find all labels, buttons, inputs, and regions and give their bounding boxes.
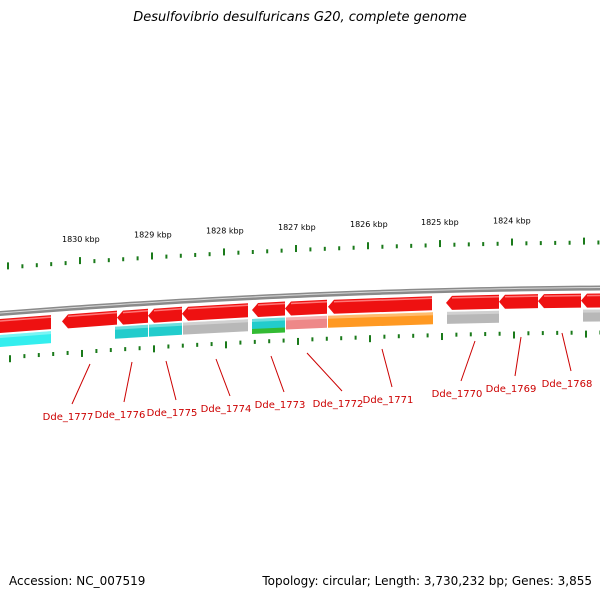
gene-arrow-highlight [333,297,433,303]
gene-labels: Dde_1777 Dde_1776 Dde_1775 Dde_1774 Dde_1773… [43,379,593,423]
label-leader-line [561,332,572,372]
gene-label: Dde_1777 [43,412,94,423]
label-leader-line [381,348,393,388]
gene-arrow-highlight [187,304,249,310]
gene-label: Dde_1770 [432,389,483,400]
feature-track [0,309,600,347]
gene-label: Dde_1769 [486,384,537,395]
gene-arrow [446,294,499,310]
backbone-highlight [0,287,600,314]
feature-shine [286,315,327,321]
coordinate-label: 1828 kbp [206,226,244,235]
inner-tick-marks [9,330,600,363]
label-leader-line [71,363,91,405]
gene-arrow-highlight [257,302,286,306]
feature-block [328,312,433,328]
map-title: Desulfovibrio desulfuricans G20, complet… [133,10,467,25]
gene-arrow-highlight [290,300,328,305]
feature-shine [447,310,499,315]
gene-arrow-highlight [451,296,500,299]
feature-shine [0,331,51,338]
feature-shine [583,309,600,313]
accession-text: Accession: NC_007519 [9,574,146,588]
feature-block [115,324,148,339]
gene-label: Dde_1775 [147,408,198,419]
gene-label: Dde_1776 [95,410,146,421]
gene-label: Dde_1768 [542,379,593,390]
gene-arrow-highlight [67,311,118,318]
feature-shine [328,312,433,319]
feature-shine [252,317,285,323]
gene-arrow-highlight [504,295,539,298]
feature-shine [115,324,148,330]
feature-shine [183,319,248,326]
feature-block [252,317,285,332]
feature-block [447,310,499,324]
coordinate-labels: 1830 kbp 1829 kbp 1828 kbp 1827 kbp 1826 kbp… [62,217,531,244]
gene-label: Dde_1772 [313,399,364,410]
gene-arrow-highlight [122,309,149,314]
coordinate-label: 1826 kbp [350,220,388,229]
gene-arrow [581,293,600,308]
gene-arrow-highlight [153,307,183,312]
gene-label: Dde_1774 [201,404,252,415]
coordinate-label: 1825 kbp [421,218,459,227]
label-leader-line [165,360,177,401]
coordinate-label: 1829 kbp [134,230,172,239]
label-leader-line [215,358,231,397]
gene-track [0,293,600,333]
gene-arrow [499,294,538,309]
feature-block [183,319,248,335]
genome-backbone [0,285,600,316]
coordinate-label: 1827 kbp [278,223,316,232]
label-leader-line [460,340,476,382]
gene-label: Dde_1773 [255,400,306,411]
feature-block [286,315,327,330]
feature-shine [149,322,182,328]
gene-label-lines [71,332,572,405]
gene-arrow [538,293,581,309]
feature-block [0,331,51,347]
feature-block [252,327,285,335]
genome-summary-text: Topology: circular; Length: 3,730,232 bp… [262,574,592,588]
coordinate-label: 1830 kbp [62,235,100,244]
feature-block [149,322,182,337]
label-leader-line [123,361,133,403]
outer-tick-marks [7,237,600,270]
label-leader-line [306,352,343,392]
label-leader-line [514,336,522,377]
feature-block [583,309,600,322]
coordinate-label: 1824 kbp [493,217,531,226]
label-leader-line [270,355,285,393]
gene-label: Dde_1771 [363,395,414,406]
gene-arrow-highlight [0,316,52,322]
